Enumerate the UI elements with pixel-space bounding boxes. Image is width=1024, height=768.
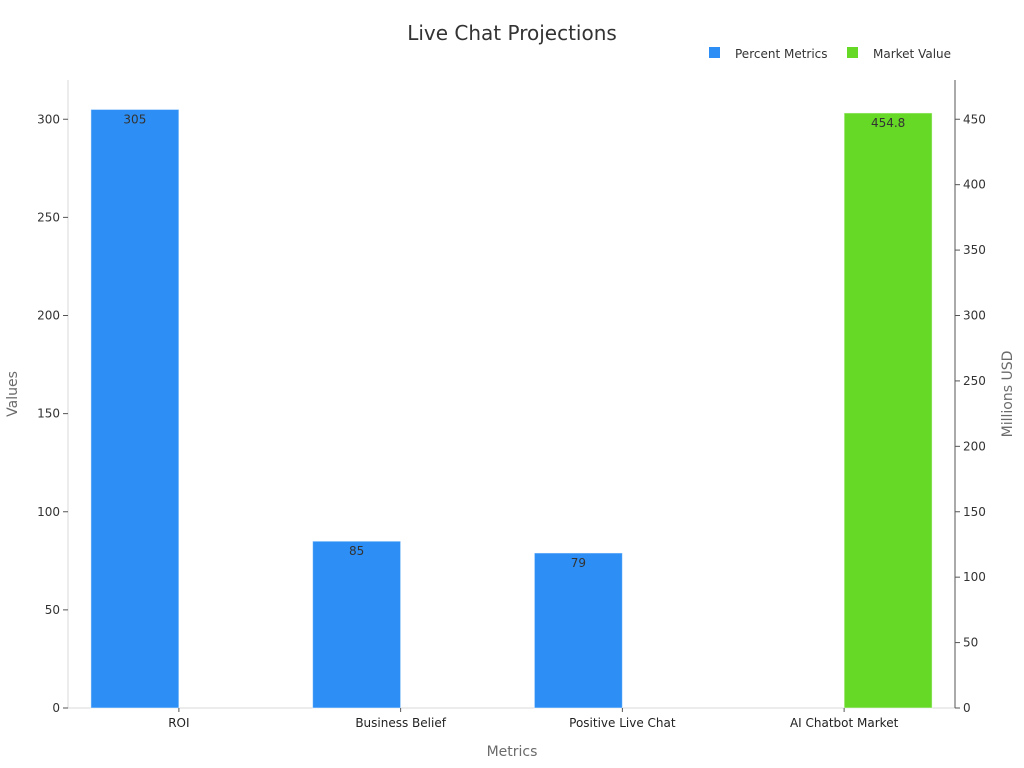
right-tick-label: 200 [963,439,986,453]
bar-label-percent-metrics-positive-live-chat: 79 [571,556,586,570]
right-tick-label: 400 [963,178,986,192]
category-labels: ROI Business Belief Positive Live Chat AI C… [168,708,899,730]
category-label-business-belief: Business Belief [355,716,446,730]
category-label-positive-live-chat: Positive Live Chat [569,716,676,730]
left-y-axis-title: Values [5,371,21,417]
right-tick-label: 50 [963,636,978,650]
left-tick-label: 0 [52,701,60,715]
left-tick-label: 250 [37,210,60,224]
bar-label-market-value-ai-chatbot-market: 454.8 [871,116,905,130]
left-y-axis-ticks: 0 50 100 150 200 250 300 [37,112,68,715]
category-label-ai-chatbot-market: AI Chatbot Market [790,716,899,730]
legend-label-percent-metrics: Percent Metrics [735,47,828,61]
category-label-roi: ROI [168,716,189,730]
left-tick-label: 150 [37,407,60,421]
bars [90,108,933,709]
bar-label-percent-metrics-roi: 305 [123,112,146,126]
right-tick-label: 0 [963,701,971,715]
right-y-axis-ticks: 0 50 100 150 200 250 300 350 400 450 [955,112,986,715]
bar-percent-metrics-business-belief [312,540,402,709]
left-tick-label: 200 [37,309,60,323]
right-tick-label: 250 [963,374,986,388]
x-axis-title: Metrics [487,744,538,760]
left-tick-label: 50 [45,603,60,617]
chart-title: Live Chat Projections [407,21,617,45]
right-tick-label: 100 [963,570,986,584]
right-tick-label: 150 [963,505,986,519]
bar-label-percent-metrics-business-belief: 85 [349,544,364,558]
legend-swatch-percent-metrics [709,47,720,58]
right-tick-label: 450 [963,112,986,126]
left-tick-label: 100 [37,505,60,519]
legend-swatch-market-value [847,47,858,58]
right-tick-label: 300 [963,309,986,323]
right-y-axis-title: Millions USD [1000,351,1016,438]
bar-market-value-ai-chatbot-market [843,112,933,709]
bar-percent-metrics-roi [90,108,180,709]
bar-percent-metrics-positive-live-chat [533,552,623,709]
left-tick-label: 300 [37,112,60,126]
right-tick-label: 350 [963,243,986,257]
legend: Percent Metrics Market Value [709,47,951,61]
legend-label-market-value: Market Value [873,47,951,61]
bar-value-labels: 305 85 79 454.8 [123,112,905,570]
